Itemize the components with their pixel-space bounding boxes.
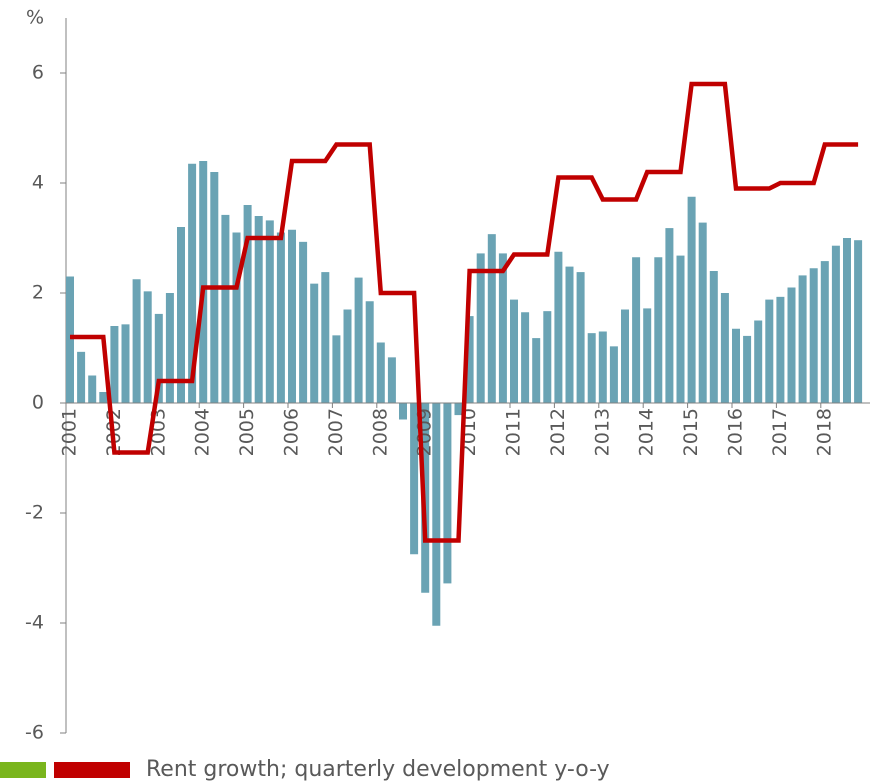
y-tick-label: 0 xyxy=(32,392,44,414)
x-tick-label: 2004 xyxy=(192,408,214,456)
bar xyxy=(798,275,807,403)
legend-swatch xyxy=(54,762,130,778)
bar xyxy=(521,312,530,403)
bar xyxy=(765,299,774,403)
legend-label: Rent growth; quarterly development y-o-y xyxy=(146,757,610,782)
bar xyxy=(709,271,718,403)
bar xyxy=(454,403,463,416)
bar xyxy=(232,232,241,403)
bar xyxy=(787,287,796,403)
bar xyxy=(843,238,851,403)
x-tick-label: 2015 xyxy=(680,408,702,456)
bar xyxy=(776,296,785,403)
bar xyxy=(165,293,174,403)
y-tick-label: -4 xyxy=(25,612,44,634)
bar xyxy=(110,326,119,403)
bar xyxy=(676,255,685,403)
bar xyxy=(698,222,707,403)
bar xyxy=(332,335,341,403)
bar xyxy=(199,161,208,403)
bar xyxy=(66,276,74,403)
bar xyxy=(354,277,363,403)
bar xyxy=(321,272,330,403)
bar xyxy=(543,311,552,403)
bar xyxy=(754,320,763,403)
bar xyxy=(498,253,507,403)
x-tick-label: 2016 xyxy=(725,408,747,456)
x-tick-label: 2008 xyxy=(369,408,391,456)
x-tick-label: 2006 xyxy=(281,408,303,456)
bar xyxy=(376,342,385,403)
bar xyxy=(587,333,596,403)
bar xyxy=(77,351,86,403)
y-tick-label: -2 xyxy=(25,502,44,524)
x-tick-label: 2017 xyxy=(769,408,791,456)
bar xyxy=(399,403,407,420)
bar xyxy=(310,283,319,403)
x-tick-label: 2011 xyxy=(503,408,525,456)
bar xyxy=(621,309,629,403)
y-tick-label: 4 xyxy=(32,172,44,194)
bar xyxy=(854,240,863,403)
bar xyxy=(410,403,419,555)
bar xyxy=(387,357,396,403)
y-tick-label: 6 xyxy=(32,62,44,84)
x-tick-label: 2009 xyxy=(414,408,436,456)
bar xyxy=(831,245,840,403)
bar xyxy=(365,301,374,403)
x-tick-label: 2012 xyxy=(547,408,569,456)
bar xyxy=(465,316,474,403)
x-tick-label: 2005 xyxy=(236,408,258,456)
bar xyxy=(565,266,574,403)
x-tick-label: 2013 xyxy=(591,408,613,456)
bar xyxy=(554,251,563,403)
bar xyxy=(598,331,607,403)
bar xyxy=(487,234,496,403)
bar xyxy=(443,403,452,584)
bar xyxy=(643,308,652,403)
y-tick-label: -6 xyxy=(25,722,44,744)
x-tick-label: 2007 xyxy=(325,408,347,456)
bar xyxy=(343,309,352,403)
bar xyxy=(265,220,274,403)
bar xyxy=(132,279,141,403)
bar xyxy=(609,346,618,403)
bar xyxy=(288,229,296,403)
bar xyxy=(432,403,441,626)
y-axis-label: % xyxy=(26,7,44,29)
bar xyxy=(720,293,729,403)
bar xyxy=(632,257,641,403)
bar xyxy=(687,196,696,403)
bar xyxy=(243,205,252,403)
bar xyxy=(177,227,185,403)
bar xyxy=(121,324,130,403)
bar xyxy=(88,375,97,403)
y-tick-label: 2 xyxy=(32,282,44,304)
line xyxy=(70,81,859,543)
bar xyxy=(99,392,108,403)
bar xyxy=(510,299,518,403)
bar xyxy=(254,216,263,403)
bar xyxy=(809,268,818,403)
bar xyxy=(299,241,308,403)
bar xyxy=(654,257,663,403)
bar xyxy=(732,328,740,403)
bar xyxy=(532,338,541,403)
bar xyxy=(188,163,197,403)
bar xyxy=(154,313,163,403)
bar xyxy=(576,272,585,403)
x-tick-label: 2014 xyxy=(636,408,658,456)
bar xyxy=(476,253,485,403)
bar xyxy=(221,214,230,403)
bar xyxy=(820,261,829,403)
legend-swatch xyxy=(0,762,46,778)
bar xyxy=(743,335,752,403)
bar xyxy=(276,232,285,403)
x-tick-label: 2018 xyxy=(813,408,835,456)
bar xyxy=(143,291,152,403)
x-tick-label: 2001 xyxy=(59,408,81,456)
bar xyxy=(665,228,674,403)
